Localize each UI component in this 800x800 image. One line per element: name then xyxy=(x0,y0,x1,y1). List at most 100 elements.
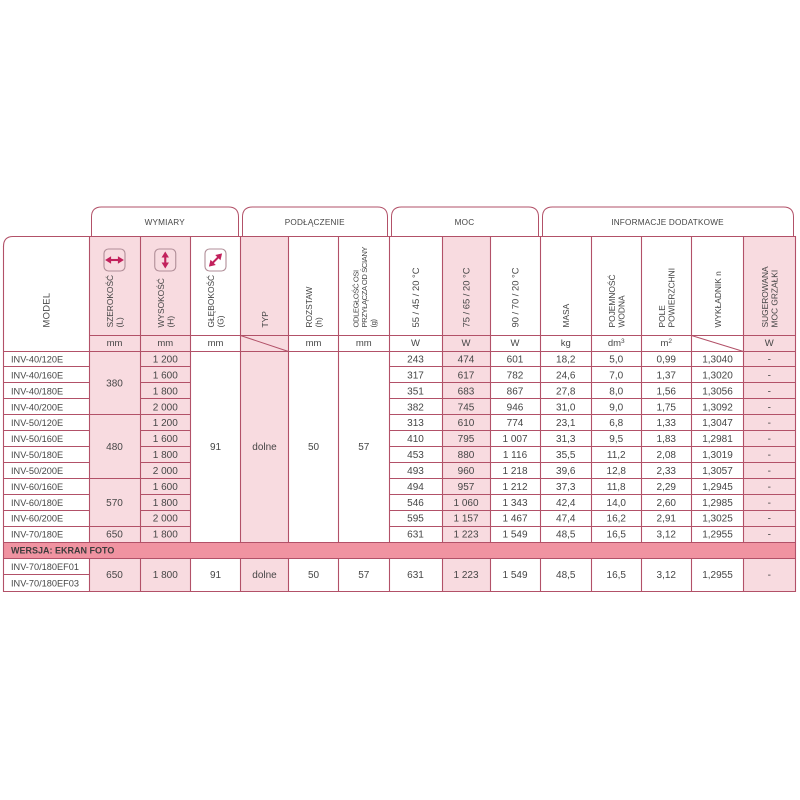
svg-text:631: 631 xyxy=(407,530,424,541)
svg-text:1,3092: 1,3092 xyxy=(702,402,733,413)
svg-text:243: 243 xyxy=(407,355,424,366)
svg-text:8,0: 8,0 xyxy=(609,386,623,397)
svg-text:493: 493 xyxy=(407,466,424,477)
svg-text:2,91: 2,91 xyxy=(657,514,677,525)
svg-text:27,8: 27,8 xyxy=(556,386,576,397)
svg-text:W: W xyxy=(411,338,420,349)
svg-text:INV-60/180E: INV-60/180E xyxy=(11,498,63,508)
svg-text:91: 91 xyxy=(210,442,222,453)
svg-text:16,2: 16,2 xyxy=(607,514,627,525)
svg-text:INV-40/160E: INV-40/160E xyxy=(11,370,63,380)
svg-text:1 343: 1 343 xyxy=(502,498,527,509)
svg-text:kg: kg xyxy=(561,338,571,349)
svg-text:W: W xyxy=(462,338,471,349)
svg-text:2,29: 2,29 xyxy=(657,482,677,493)
svg-text:382: 382 xyxy=(407,402,424,413)
svg-text:INV-60/200E: INV-60/200E xyxy=(11,514,63,524)
svg-text:-: - xyxy=(768,466,771,477)
svg-text:48,5: 48,5 xyxy=(556,530,576,541)
svg-text:1 600: 1 600 xyxy=(153,434,178,445)
svg-text:MOC GRZAŁKI: MOC GRZAŁKI xyxy=(769,270,779,328)
svg-text:7,0: 7,0 xyxy=(609,370,623,381)
svg-text:SUGEROWANA: SUGEROWANA xyxy=(760,266,770,328)
svg-text:POJEMNOŚĆ: POJEMNOŚĆ xyxy=(606,274,617,327)
svg-text:-: - xyxy=(768,370,771,381)
svg-text:474: 474 xyxy=(458,355,475,366)
svg-text:90 / 70 / 20 °C: 90 / 70 / 20 °C xyxy=(509,267,520,327)
svg-text:683: 683 xyxy=(458,386,475,397)
svg-text:601: 601 xyxy=(507,355,524,366)
svg-text:(L): (L) xyxy=(115,317,125,327)
svg-text:INV-60/160E: INV-60/160E xyxy=(11,482,63,492)
svg-text:1,2981: 1,2981 xyxy=(702,434,733,445)
svg-text:1 549: 1 549 xyxy=(502,530,527,541)
svg-text:1 223: 1 223 xyxy=(453,530,478,541)
svg-text:650: 650 xyxy=(106,570,123,581)
svg-text:-: - xyxy=(768,530,771,541)
svg-text:INV-50/160E: INV-50/160E xyxy=(11,434,63,444)
svg-text:INV-70/180EF03: INV-70/180EF03 xyxy=(11,578,79,588)
svg-text:23,1: 23,1 xyxy=(556,418,576,429)
svg-text:1,37: 1,37 xyxy=(657,370,677,381)
svg-text:ROZSTAW: ROZSTAW xyxy=(304,286,314,327)
svg-text:1,3057: 1,3057 xyxy=(702,466,733,477)
svg-text:1 200: 1 200 xyxy=(153,355,178,366)
svg-text:48,5: 48,5 xyxy=(556,570,576,581)
svg-text:880: 880 xyxy=(458,450,475,461)
svg-text:1,2955: 1,2955 xyxy=(702,570,733,581)
svg-text:3,12: 3,12 xyxy=(657,570,677,581)
svg-text:317: 317 xyxy=(407,370,424,381)
svg-text:-: - xyxy=(768,355,771,366)
svg-text:-: - xyxy=(768,402,771,413)
svg-text:1,83: 1,83 xyxy=(657,434,677,445)
svg-text:mm: mm xyxy=(107,338,123,349)
svg-text:57: 57 xyxy=(358,442,370,453)
svg-text:351: 351 xyxy=(407,386,424,397)
svg-text:MOC: MOC xyxy=(455,218,475,227)
svg-text:31,3: 31,3 xyxy=(556,434,576,445)
svg-text:570: 570 xyxy=(106,498,123,509)
svg-text:91: 91 xyxy=(210,570,222,581)
svg-text:INV-50/180E: INV-50/180E xyxy=(11,450,63,460)
svg-text:1,3020: 1,3020 xyxy=(702,370,733,381)
svg-text:55 / 45 / 20 °C: 55 / 45 / 20 °C xyxy=(410,267,421,327)
svg-text:INFORMACJE DODATKOWE: INFORMACJE DODATKOWE xyxy=(611,218,724,227)
svg-text:1,2985: 1,2985 xyxy=(702,498,733,509)
svg-text:1 060: 1 060 xyxy=(453,498,478,509)
svg-text:2 000: 2 000 xyxy=(153,466,178,477)
svg-text:dolne: dolne xyxy=(252,570,277,581)
svg-text:W: W xyxy=(765,338,774,349)
svg-text:-: - xyxy=(768,450,771,461)
svg-text:WYKŁADNIK n: WYKŁADNIK n xyxy=(713,271,723,328)
svg-text:0,99: 0,99 xyxy=(657,355,677,366)
svg-text:-: - xyxy=(768,386,771,397)
svg-text:1,3025: 1,3025 xyxy=(702,514,733,525)
svg-text:2,08: 2,08 xyxy=(657,450,677,461)
svg-text:35,5: 35,5 xyxy=(556,450,576,461)
svg-text:2,60: 2,60 xyxy=(657,498,677,509)
svg-text:1 800: 1 800 xyxy=(153,530,178,541)
svg-text:1 800: 1 800 xyxy=(153,498,178,509)
svg-text:dm3: dm3 xyxy=(608,338,625,349)
svg-text:INV-50/120E: INV-50/120E xyxy=(11,418,63,428)
svg-text:-: - xyxy=(768,482,771,493)
svg-text:-: - xyxy=(768,514,771,525)
svg-text:m2: m2 xyxy=(660,338,672,349)
svg-text:W: W xyxy=(511,338,520,349)
svg-text:782: 782 xyxy=(507,370,524,381)
svg-text:WODNA: WODNA xyxy=(616,295,626,328)
svg-text:1 800: 1 800 xyxy=(153,386,178,397)
svg-text:INV-40/120E: INV-40/120E xyxy=(11,355,63,365)
svg-text:mm: mm xyxy=(356,338,372,349)
svg-text:(h): (h) xyxy=(314,317,324,327)
svg-text:9,0: 9,0 xyxy=(609,402,623,413)
svg-text:1 467: 1 467 xyxy=(502,514,527,525)
svg-text:TYP: TYP xyxy=(260,311,270,328)
svg-text:1 549: 1 549 xyxy=(502,570,527,581)
svg-text:(H): (H) xyxy=(165,316,175,328)
svg-text:42,4: 42,4 xyxy=(556,498,576,509)
svg-text:-: - xyxy=(768,498,771,509)
svg-text:PODŁĄCZENIE: PODŁĄCZENIE xyxy=(285,218,345,227)
svg-text:24,6: 24,6 xyxy=(556,370,576,381)
svg-text:dolne: dolne xyxy=(252,442,277,453)
